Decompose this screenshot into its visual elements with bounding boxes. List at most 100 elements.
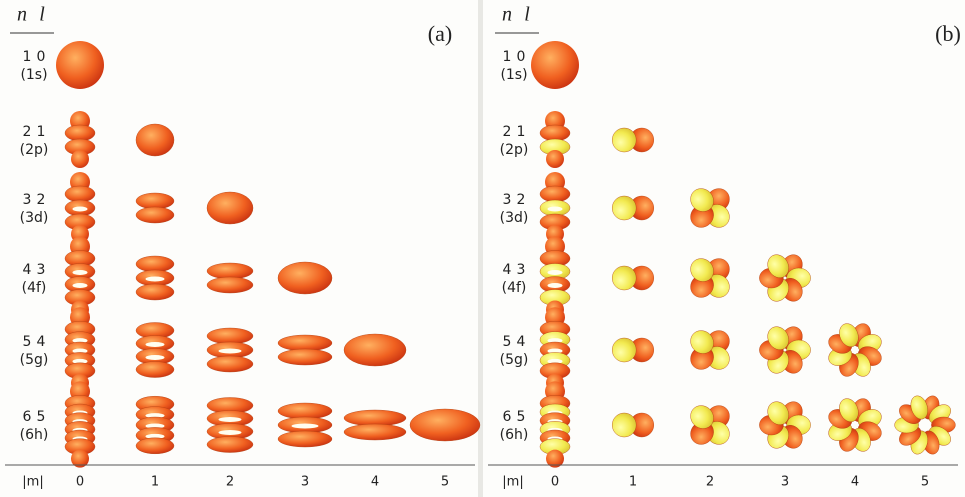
orbital [136, 396, 174, 454]
lobe [546, 150, 564, 168]
lobe [612, 413, 636, 437]
torus [136, 362, 174, 378]
m-label: 3 [781, 475, 789, 490]
orbital [207, 192, 253, 224]
orbital [207, 398, 253, 453]
orbital [65, 381, 95, 467]
torus [278, 349, 332, 365]
orbital [826, 321, 885, 380]
orbital [612, 266, 654, 290]
lobe [612, 266, 636, 290]
hole [146, 277, 165, 282]
torus [344, 334, 406, 366]
orbital [65, 237, 95, 319]
row-n: 4 [503, 262, 512, 278]
orbital [136, 124, 174, 156]
row-n: 2 [23, 124, 32, 140]
torus [207, 192, 253, 224]
orbital [207, 263, 253, 293]
torus [410, 409, 480, 441]
orbital [895, 394, 956, 457]
m-label: 4 [851, 475, 859, 490]
orbital [540, 237, 570, 319]
torus [278, 262, 332, 294]
m-label: 0 [551, 475, 559, 490]
row-n: 6 [503, 409, 512, 425]
orbital [65, 307, 95, 392]
orbital [136, 256, 174, 300]
row-n: 4 [23, 262, 32, 278]
hole [219, 349, 242, 354]
row-l: 1 [37, 124, 46, 140]
m-axis-label: |m| [502, 475, 523, 490]
orbital [612, 413, 654, 437]
row-l: 4 [517, 334, 526, 350]
orbital [65, 172, 95, 243]
orbital [278, 335, 332, 365]
row-name: (6h) [500, 427, 529, 443]
orbital [207, 328, 253, 372]
row-name: (5g) [500, 352, 529, 368]
hole [73, 207, 88, 212]
orbital [136, 323, 174, 378]
lobe [612, 128, 636, 152]
row-name: (4f) [22, 280, 47, 296]
torus [136, 207, 174, 223]
torus [540, 125, 570, 141]
lobe [612, 338, 636, 362]
orbital [612, 196, 654, 220]
orbital [344, 334, 406, 366]
row-n: 1 [23, 49, 32, 65]
m-label: 2 [226, 475, 234, 490]
hole [548, 283, 563, 288]
row-n: 6 [23, 409, 32, 425]
row-l: 3 [517, 262, 526, 278]
torus [207, 437, 253, 453]
orbital [136, 193, 174, 223]
row-name: (3d) [20, 210, 49, 226]
row-l: 5 [517, 409, 526, 425]
hole [219, 417, 242, 422]
hole [548, 270, 563, 275]
row-n: 5 [503, 334, 512, 350]
m-label: 3 [301, 475, 309, 490]
row-n: 3 [23, 192, 32, 208]
hole [219, 430, 242, 435]
row-n: 2 [503, 124, 512, 140]
header-l: l [39, 4, 45, 26]
lobe [71, 150, 89, 168]
torus [136, 124, 174, 156]
row-l: 2 [37, 192, 46, 208]
row-name: (5g) [20, 352, 49, 368]
orbital [612, 338, 654, 362]
hole [146, 355, 165, 360]
m-label: 0 [76, 475, 84, 490]
m-label: 5 [921, 475, 929, 490]
header-n: n [502, 4, 512, 26]
hole [548, 207, 563, 212]
m-label: 5 [441, 475, 449, 490]
orbital [686, 254, 734, 302]
row-l: 4 [37, 334, 46, 350]
orbital [759, 251, 810, 305]
orbital [686, 401, 734, 449]
orbital [826, 396, 885, 455]
row-l: 3 [37, 262, 46, 278]
orbital [686, 184, 734, 232]
header-n: n [17, 4, 27, 26]
row-l: 5 [37, 409, 46, 425]
torus [278, 403, 332, 419]
orbital [344, 410, 406, 440]
lobe [531, 41, 579, 89]
m-label: 1 [629, 475, 637, 490]
lobe [56, 41, 104, 89]
m-label: 4 [371, 475, 379, 490]
torus [136, 193, 174, 209]
orbital [531, 41, 579, 89]
row-name: (1s) [500, 67, 527, 83]
orbital [612, 128, 654, 152]
panel-label: (a) [428, 21, 452, 46]
torus [540, 186, 570, 202]
orbital [686, 326, 734, 374]
hole [292, 424, 319, 429]
